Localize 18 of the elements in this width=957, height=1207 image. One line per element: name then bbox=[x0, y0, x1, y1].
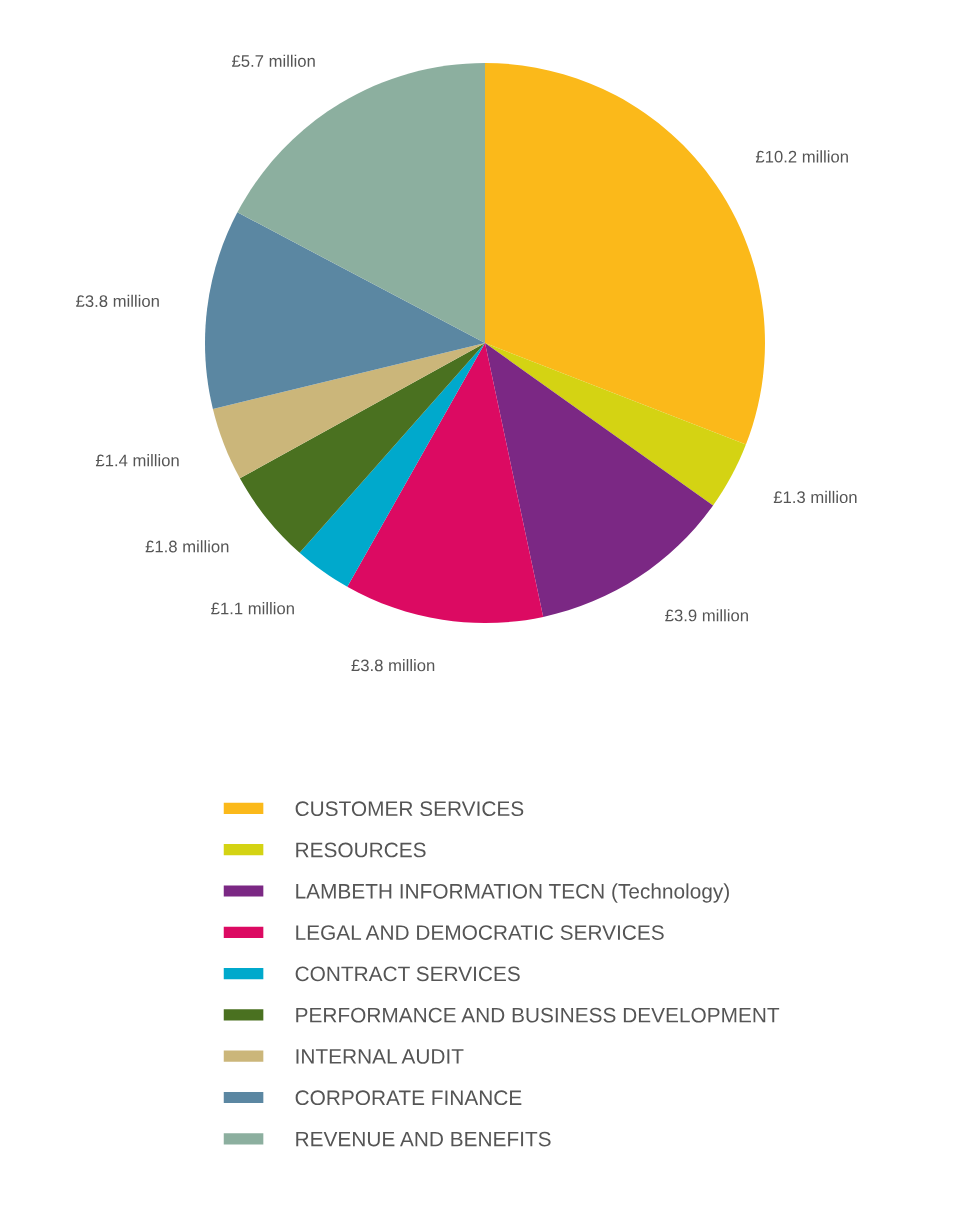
legend-label: RESOURCES bbox=[296, 842, 426, 858]
data-label: £5.7 million bbox=[232, 54, 315, 67]
legend-label: LAMBETH INFORMATION TECN (Technology) bbox=[296, 883, 729, 903]
legend-label: PERFORMANCE AND BUSINESS DEVELOPMENT bbox=[296, 1007, 780, 1023]
data-label: £1.8 million bbox=[145, 540, 229, 553]
data-label: £1.3 million bbox=[773, 490, 857, 504]
legend-label: INTERNAL AUDIT bbox=[296, 1049, 464, 1064]
legend-label: CONTRACT SERVICES bbox=[295, 966, 520, 982]
legend-label: CORPORATE FINANCE bbox=[295, 1090, 522, 1106]
data-label: £3.8 million bbox=[351, 659, 435, 672]
data-label: £1.4 million bbox=[95, 454, 179, 467]
data-label: £3.9 million bbox=[665, 609, 748, 622]
data-label: £1.1 million bbox=[211, 602, 294, 615]
legend-label: LEGAL AND DEMOCRATIC SERVICES bbox=[296, 925, 664, 940]
legend-label: CUSTOMER SERVICES bbox=[295, 801, 524, 817]
legend-label: REVENUE AND BENEFITS bbox=[296, 1131, 551, 1147]
data-label: £3.8 million bbox=[76, 294, 159, 308]
data-label: £10.2 million bbox=[755, 150, 848, 163]
